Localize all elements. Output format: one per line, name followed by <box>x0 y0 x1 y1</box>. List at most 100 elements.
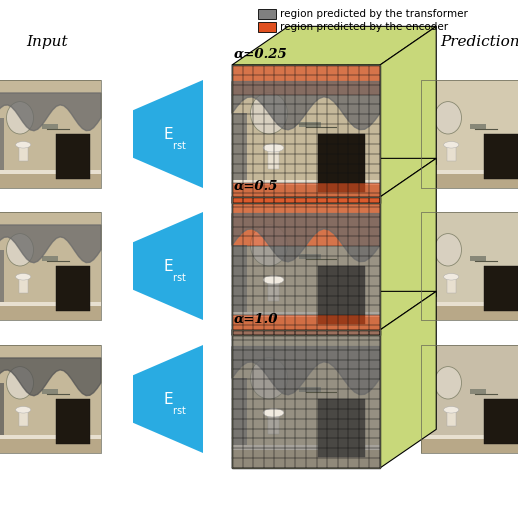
Bar <box>470 256 486 261</box>
Bar <box>348 350 359 360</box>
Bar <box>338 193 348 203</box>
Bar <box>316 266 327 276</box>
Bar <box>348 409 359 419</box>
Bar <box>285 207 295 217</box>
Bar <box>359 183 369 193</box>
Bar <box>421 435 518 439</box>
Bar <box>253 399 264 409</box>
Bar <box>232 370 242 379</box>
Bar <box>285 429 295 438</box>
Bar <box>359 305 369 315</box>
Bar <box>338 399 348 409</box>
Bar <box>359 286 369 296</box>
Bar <box>253 370 264 379</box>
Bar <box>316 227 327 236</box>
Bar <box>327 276 338 286</box>
Bar <box>316 197 327 207</box>
Bar <box>264 379 275 389</box>
Bar <box>369 217 380 227</box>
Bar <box>285 85 295 95</box>
Bar <box>421 80 518 188</box>
Bar <box>264 325 275 335</box>
Bar <box>285 360 295 370</box>
Bar <box>327 315 338 325</box>
Bar <box>232 447 380 468</box>
Bar <box>369 227 380 236</box>
Bar <box>41 124 58 128</box>
Bar <box>275 286 285 296</box>
Bar <box>253 65 264 75</box>
Bar <box>232 217 242 227</box>
Bar <box>264 296 275 305</box>
Bar <box>232 197 380 335</box>
Bar <box>306 65 316 75</box>
Bar <box>348 315 359 325</box>
Bar <box>306 370 316 379</box>
Bar <box>316 360 327 370</box>
Text: region predicted by the encoder: region predicted by the encoder <box>280 22 448 32</box>
Ellipse shape <box>435 102 462 134</box>
Ellipse shape <box>435 233 462 266</box>
Bar <box>253 296 264 305</box>
Bar <box>369 419 380 429</box>
Bar <box>264 419 275 429</box>
Bar <box>275 296 285 305</box>
Bar <box>327 419 338 429</box>
Bar <box>359 429 369 438</box>
Bar <box>338 429 348 438</box>
Bar <box>285 315 295 325</box>
Bar <box>369 276 380 286</box>
Ellipse shape <box>444 273 459 280</box>
Bar <box>359 448 369 458</box>
Bar <box>295 360 306 370</box>
Bar <box>232 445 380 450</box>
Bar <box>242 389 253 399</box>
Bar <box>275 75 285 85</box>
Bar <box>253 227 264 236</box>
Bar <box>285 286 295 296</box>
Bar <box>0 118 4 170</box>
Bar <box>232 179 380 185</box>
Polygon shape <box>0 93 101 131</box>
Bar <box>264 217 275 227</box>
Bar <box>327 227 338 236</box>
Bar <box>19 410 27 426</box>
Bar <box>295 315 306 325</box>
Ellipse shape <box>263 276 284 284</box>
Bar <box>327 236 338 246</box>
Bar <box>447 277 455 293</box>
Bar <box>0 170 101 174</box>
Bar <box>295 379 306 389</box>
Polygon shape <box>232 346 380 395</box>
Bar <box>306 207 316 217</box>
Bar <box>253 207 264 217</box>
Bar <box>285 325 295 335</box>
Bar <box>253 266 264 276</box>
Bar <box>19 277 27 293</box>
Bar <box>295 296 306 305</box>
Bar <box>242 193 253 203</box>
Bar <box>264 75 275 85</box>
Bar <box>348 340 359 350</box>
Bar <box>242 256 253 266</box>
Bar <box>306 360 316 370</box>
Bar <box>0 345 101 453</box>
Bar <box>359 315 369 325</box>
Bar <box>316 399 327 409</box>
Bar <box>264 399 275 409</box>
Bar <box>253 438 264 448</box>
Bar <box>306 340 316 350</box>
Bar <box>253 409 264 419</box>
Bar <box>253 350 264 360</box>
Bar <box>275 360 285 370</box>
Bar <box>359 379 369 389</box>
Bar <box>316 350 327 360</box>
Bar <box>348 399 359 409</box>
Bar <box>369 246 380 256</box>
Bar <box>369 399 380 409</box>
Bar <box>242 458 253 468</box>
Bar <box>267 148 279 169</box>
Bar <box>447 410 455 426</box>
Bar <box>232 378 247 445</box>
Text: Input: Input <box>26 35 68 49</box>
